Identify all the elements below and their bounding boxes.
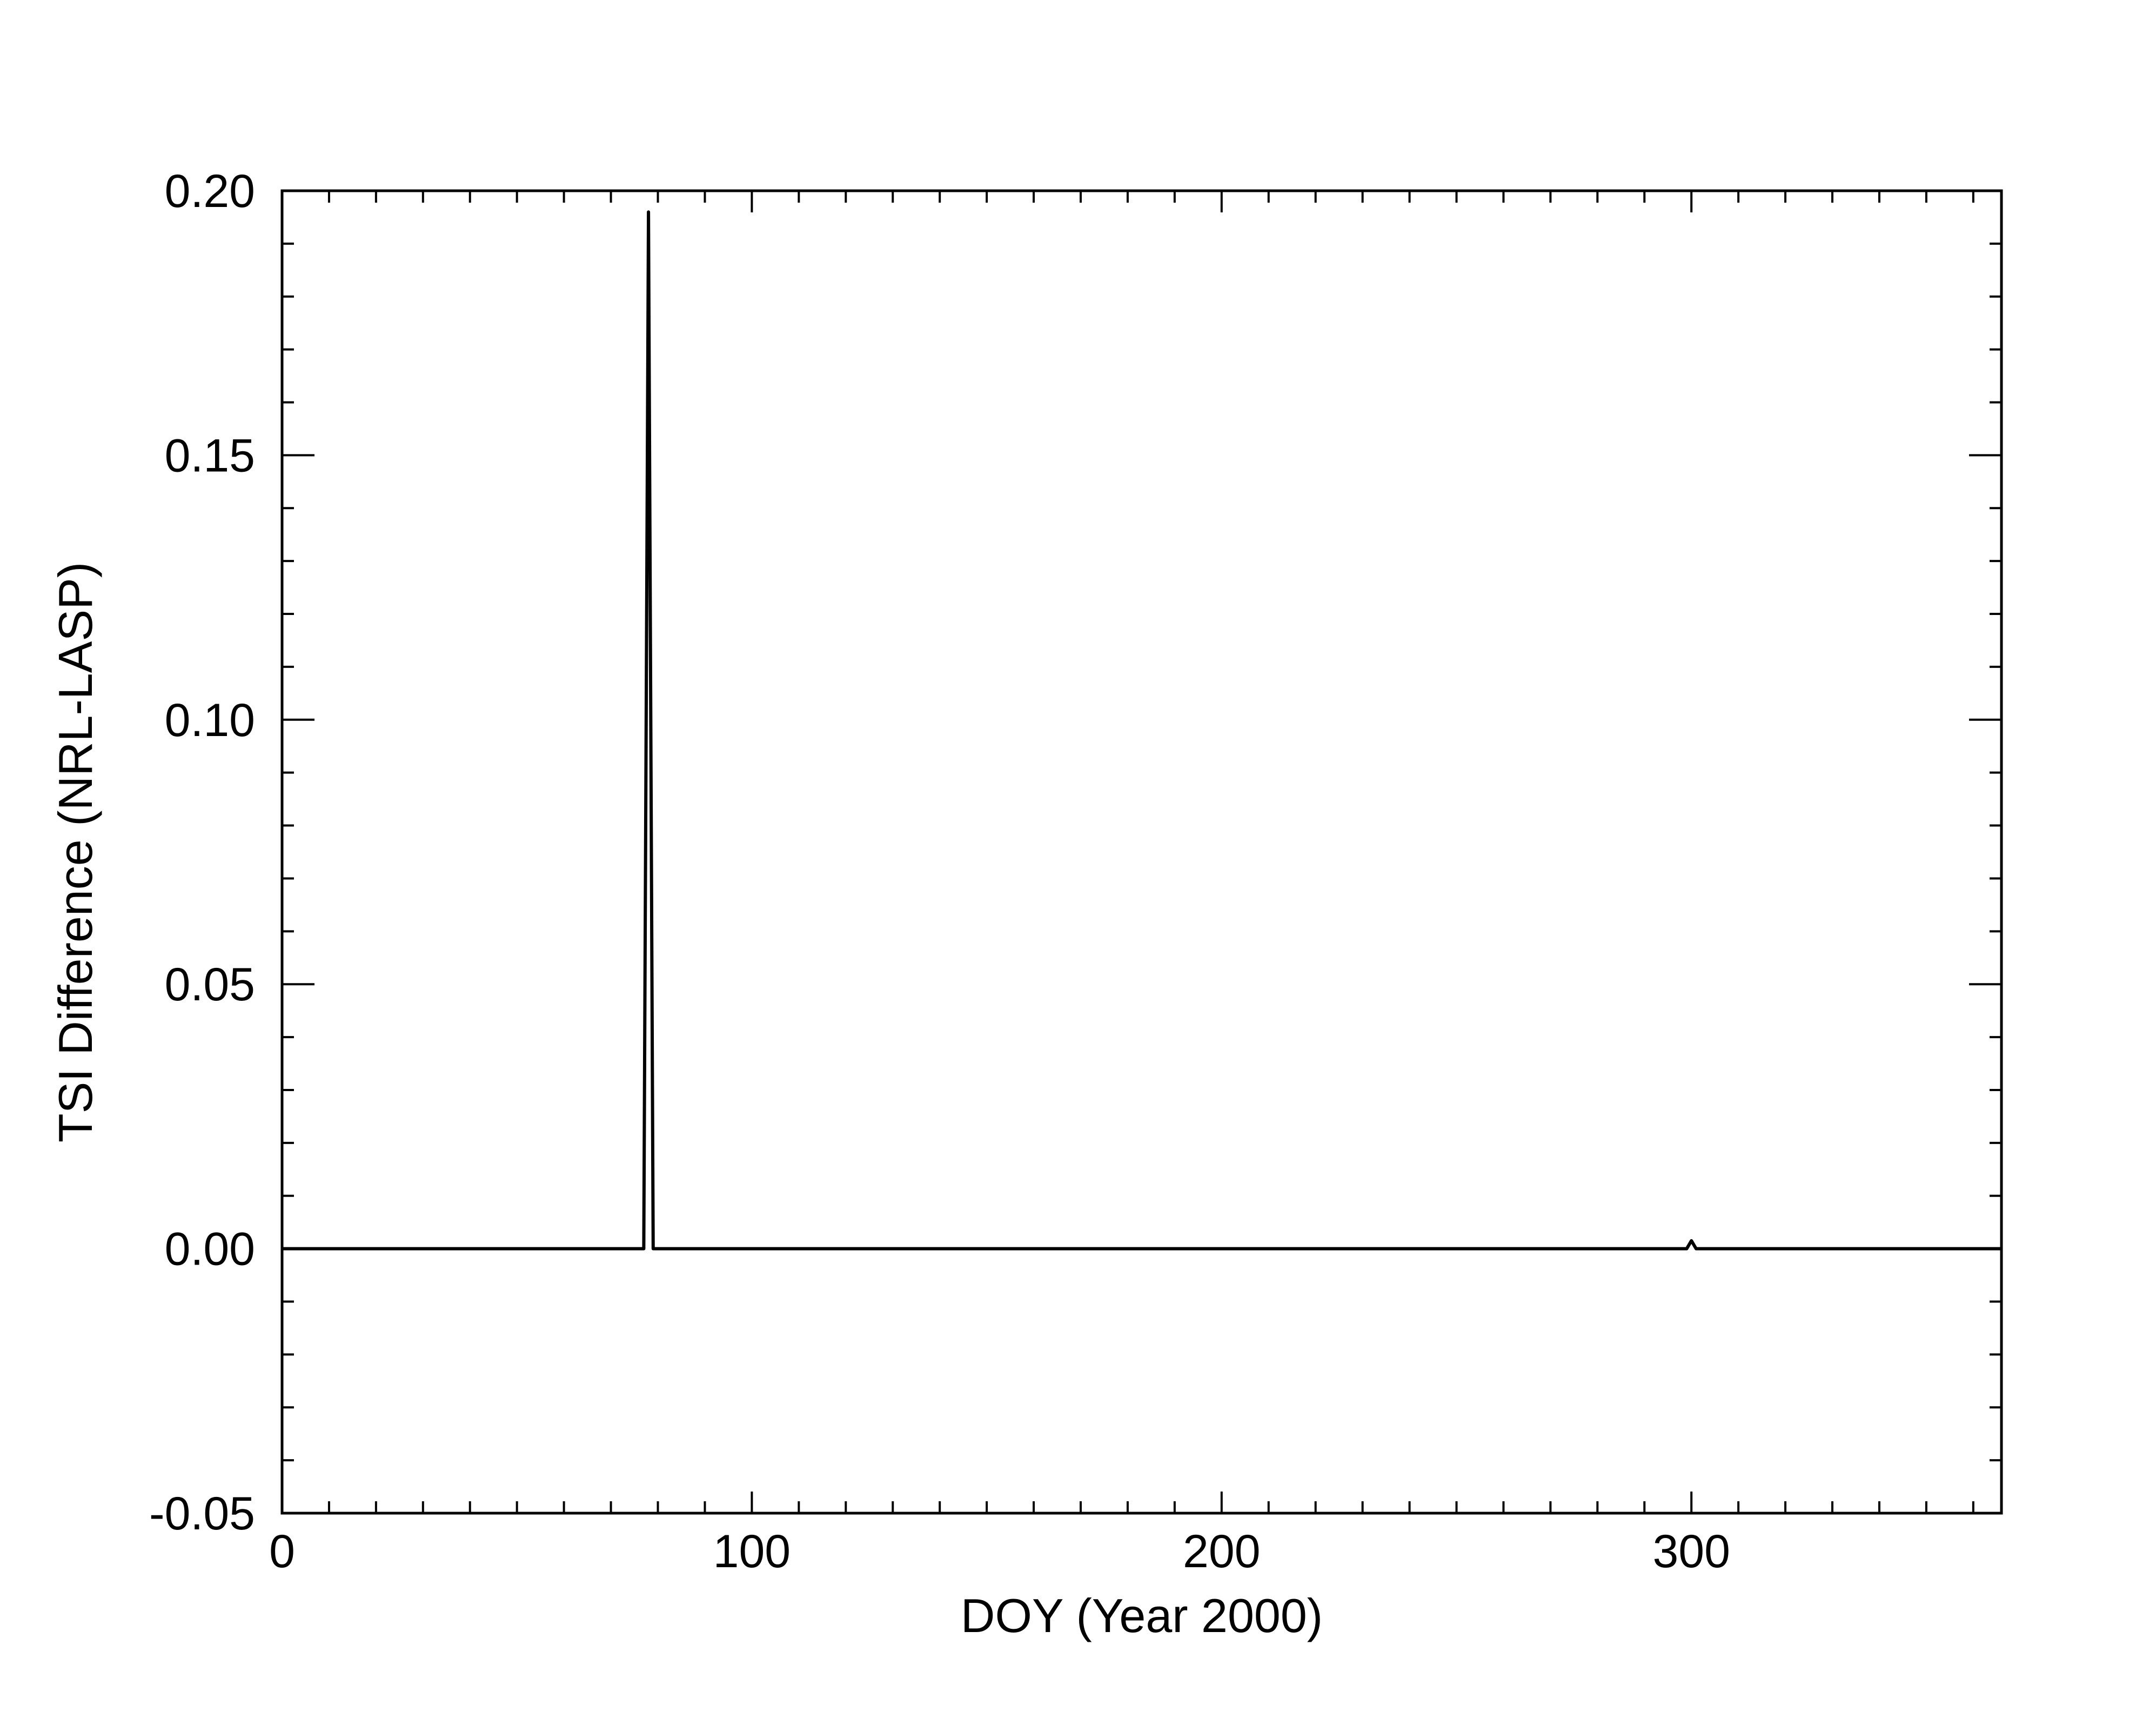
x-tick-label: 0	[269, 1526, 295, 1577]
y-axis-label: TSI Difference (NRL-LASP)	[49, 562, 102, 1142]
y-axis-ticks: -0.05 0.00 0.05 0.10 0.15 0.20	[149, 165, 2001, 1540]
x-tick-label: 100	[713, 1526, 791, 1577]
x-axis-ticks: 0 100 200 300	[269, 191, 1974, 1577]
series-layer	[282, 210, 2001, 1251]
x-tick-label: 300	[1652, 1526, 1730, 1577]
y-tick-label: 0.20	[165, 165, 255, 217]
y-tick-label: 0.00	[165, 1223, 255, 1275]
x-tick-label: 200	[1183, 1526, 1261, 1577]
series-line	[282, 210, 2001, 1251]
plot-area-frame	[280, 189, 2003, 1515]
y-tick-label: 0.05	[165, 959, 255, 1011]
y-tick-label: -0.05	[149, 1488, 255, 1540]
x-axis-label: DOY (Year 2000)	[961, 1589, 1323, 1642]
y-tick-label: 0.15	[165, 430, 255, 482]
y-tick-label: 0.10	[165, 694, 255, 746]
